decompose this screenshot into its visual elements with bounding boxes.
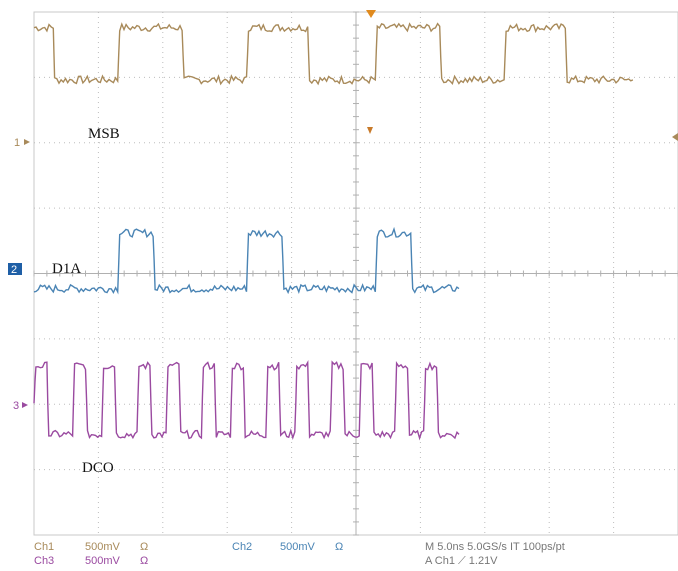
ch1-scale: 500mV xyxy=(85,541,120,553)
ch2-coupling: Ω xyxy=(335,541,344,553)
trace-dco xyxy=(33,360,460,441)
msb-signal-label: MSB xyxy=(88,126,120,142)
graticule-grid xyxy=(33,11,678,536)
trigger-level-marker xyxy=(367,127,373,134)
ch1-coupling: Ω xyxy=(140,541,149,553)
channel-2-marker-box xyxy=(8,263,22,275)
ch2-scale: 500mV xyxy=(280,541,315,553)
timebase-readout: M 5.0ns 5.0GS/s IT 100ps/pt xyxy=(425,541,565,553)
channel-3-marker: 3 xyxy=(13,400,19,412)
dco-signal-label: DCO xyxy=(82,460,114,476)
d1a-signal-label: D1A xyxy=(52,261,81,277)
ch3-scale: 500mV xyxy=(85,555,120,567)
ch2-name: Ch2 xyxy=(232,541,253,553)
trigger-readout: A Ch1 ⟋ 1.21V xyxy=(425,555,498,567)
waveform-traces xyxy=(33,22,634,441)
ch1-name: Ch1 xyxy=(34,541,55,553)
channel-3-arrow xyxy=(22,402,28,408)
ch3-name: Ch3 xyxy=(34,555,55,567)
trace-d1a xyxy=(33,226,460,295)
status-bar: Ch1 500mV Ω Ch2 500mV Ω Ch3 500mV Ω M 5.… xyxy=(0,538,678,571)
ch3-coupling: Ω xyxy=(140,555,149,567)
right-edge-marker xyxy=(672,133,678,141)
trace-msb xyxy=(33,22,634,86)
channel-2-marker: 2 xyxy=(11,264,17,276)
channel-1-marker: 1 xyxy=(14,137,20,149)
channel-1-arrow xyxy=(24,139,30,145)
trigger-position-marker xyxy=(366,10,376,18)
